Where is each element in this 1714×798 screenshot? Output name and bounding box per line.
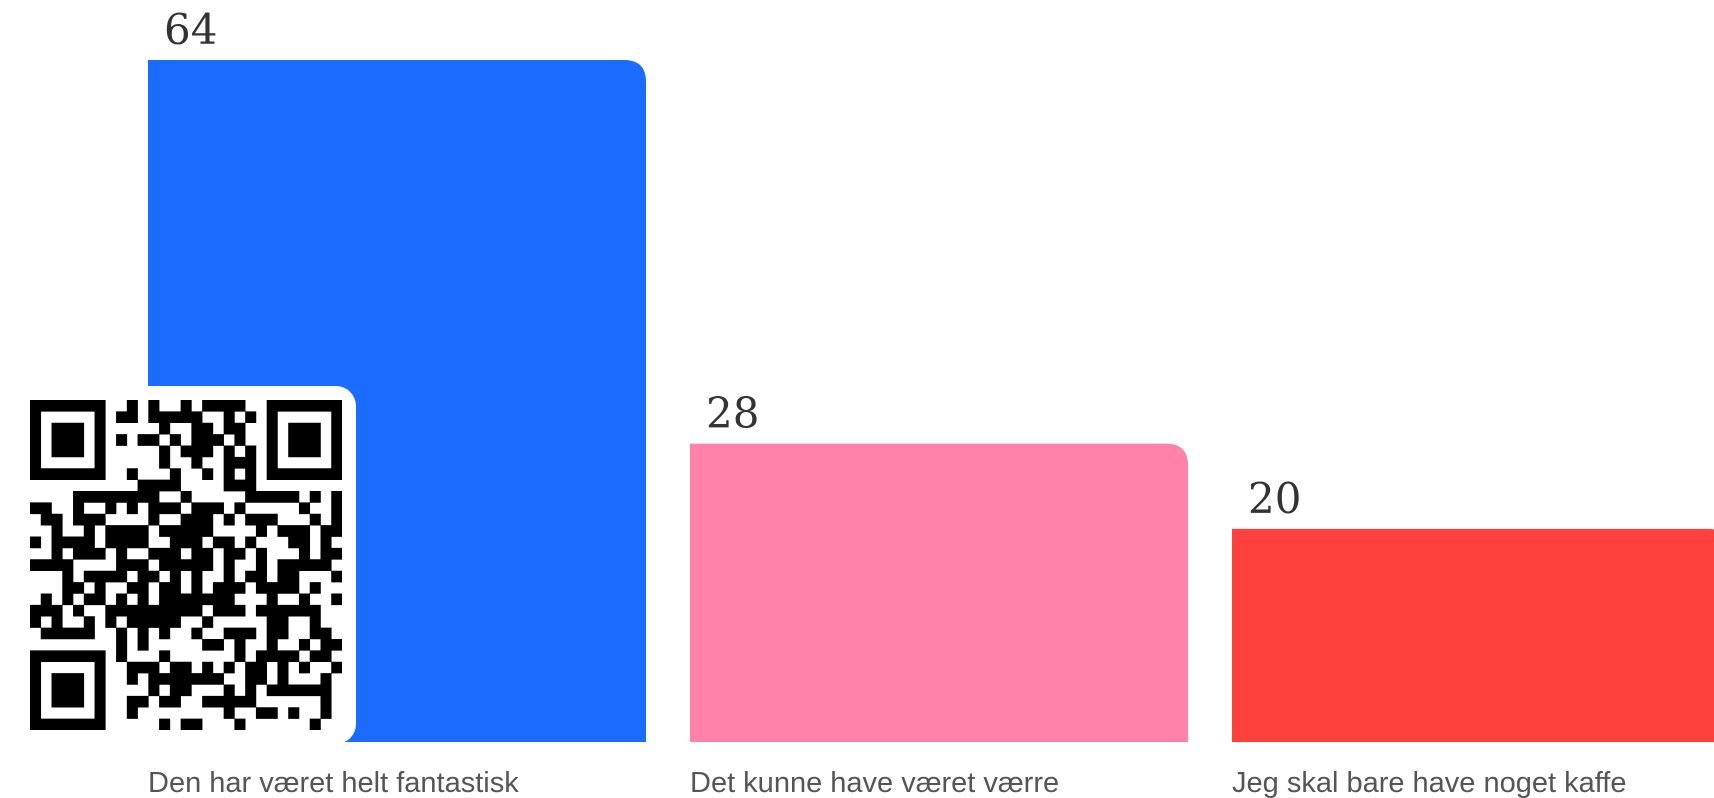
qr-code-icon [30, 400, 342, 730]
data-label-1: 64 [164, 5, 217, 54]
bar-2 [690, 443, 1188, 742]
category-label-1: Den har været helt fantastisk [148, 767, 519, 798]
category-label-3: Jeg skal bare have noget kaffe [1232, 767, 1626, 798]
bar-3 [1232, 528, 1714, 742]
qr-code-modules [30, 400, 342, 730]
qr-code-card [16, 386, 356, 744]
data-label-3: 20 [1248, 474, 1301, 523]
data-label-2: 28 [706, 389, 759, 438]
category-label-2: Det kunne have været værre [690, 767, 1059, 798]
